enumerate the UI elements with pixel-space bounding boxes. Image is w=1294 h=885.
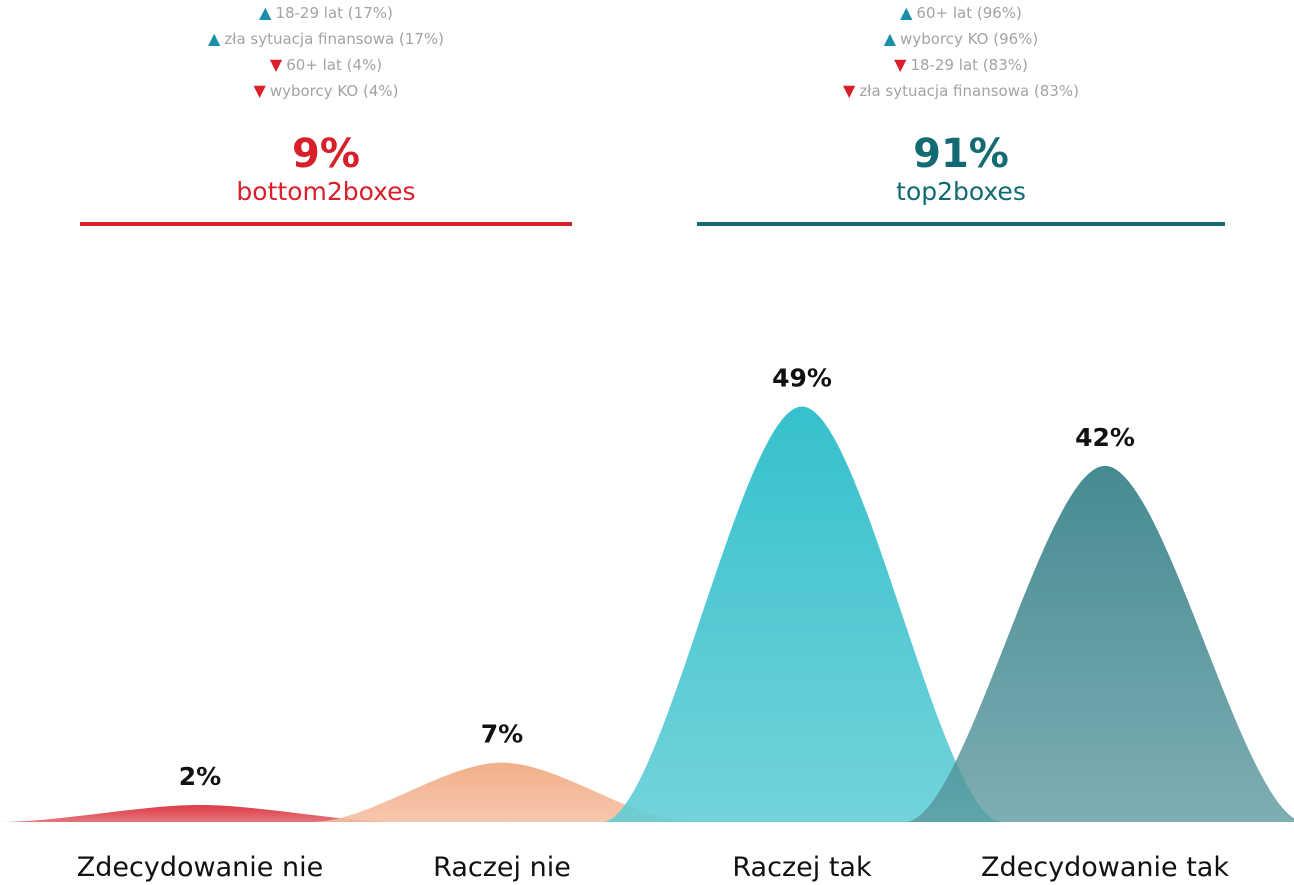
breakdown-text: 60+ lat (4%): [286, 56, 383, 74]
top-breakdown-list: ▲ 60+ lat (96%) ▲ wyborcy KO (96%) ▼ 18-29 …: [697, 0, 1225, 104]
curve-zdecydowanie-nie: [0, 805, 400, 822]
curve-zdecydowanie-tak: [905, 465, 1294, 822]
breakdown-text: 60+ lat (96%): [916, 4, 1022, 22]
bottom2boxes-panel: ▲ 18-29 lat (17%) ▲ zła sytuacja finansowa…: [80, 0, 572, 226]
up-arrow-icon: ▲: [900, 3, 913, 22]
down-arrow-icon: ▼: [253, 81, 266, 100]
breakdown-item: ▼ 18-29 lat (83%): [697, 52, 1225, 78]
down-arrow-icon: ▼: [269, 55, 283, 74]
category-label: Raczej nie: [433, 852, 571, 883]
category-label: Zdecydowanie tak: [981, 852, 1229, 883]
breakdown-text: wyborcy KO (96%): [900, 30, 1039, 48]
value-label: 7%: [481, 720, 523, 749]
breakdown-text: wyborcy KO (4%): [269, 82, 399, 100]
breakdown-text: 18-29 lat (17%): [275, 4, 393, 22]
up-arrow-icon: ▲: [208, 29, 221, 48]
top2boxes-divider: [697, 222, 1225, 226]
bottom-breakdown-list: ▲ 18-29 lat (17%) ▲ zła sytuacja finansowa…: [80, 0, 572, 104]
down-arrow-icon: ▼: [894, 55, 907, 74]
curve-raczej-tak: [602, 406, 1002, 822]
up-arrow-icon: ▲: [259, 3, 272, 22]
down-arrow-icon: ▼: [843, 81, 856, 100]
bottom2boxes-value: 9%: [292, 131, 360, 177]
bottom2boxes-label: bottom2boxes: [236, 177, 416, 206]
top2boxes-value: 91%: [913, 131, 1009, 177]
value-label: 49%: [772, 363, 832, 392]
value-label: 2%: [179, 762, 221, 791]
distribution-chart: 2% Zdecydowanie nie 7% Raczej nie 49% Raczej …: [0, 363, 1294, 883]
breakdown-item: ▼ wyborcy KO (4%): [80, 78, 572, 104]
curve-raczej-nie: [312, 762, 692, 822]
breakdown-item: ▲ 60+ lat (96%): [697, 0, 1225, 26]
breakdown-text: zła sytuacja finansowa (83%): [859, 82, 1079, 100]
up-arrow-icon: ▲: [883, 29, 897, 48]
breakdown-item: ▲ zła sytuacja finansowa (17%): [80, 26, 572, 52]
category-label: Zdecydowanie nie: [77, 852, 323, 883]
breakdown-text: zła sytuacja finansowa (17%): [224, 30, 444, 48]
breakdown-item: ▼ 60+ lat (4%): [80, 52, 572, 78]
bottom2boxes-divider: [80, 222, 572, 226]
value-label: 42%: [1075, 423, 1135, 452]
breakdown-text: 18-29 lat (83%): [910, 56, 1028, 74]
breakdown-item: ▲ 18-29 lat (17%): [80, 0, 572, 26]
category-label: Raczej tak: [732, 852, 872, 883]
top2boxes-label: top2boxes: [896, 177, 1026, 206]
breakdown-item: ▲ wyborcy KO (96%): [697, 26, 1225, 52]
top2boxes-panel: ▲ 60+ lat (96%) ▲ wyborcy KO (96%) ▼ 18-29 …: [697, 0, 1225, 226]
breakdown-item: ▼ zła sytuacja finansowa (83%): [697, 78, 1225, 104]
